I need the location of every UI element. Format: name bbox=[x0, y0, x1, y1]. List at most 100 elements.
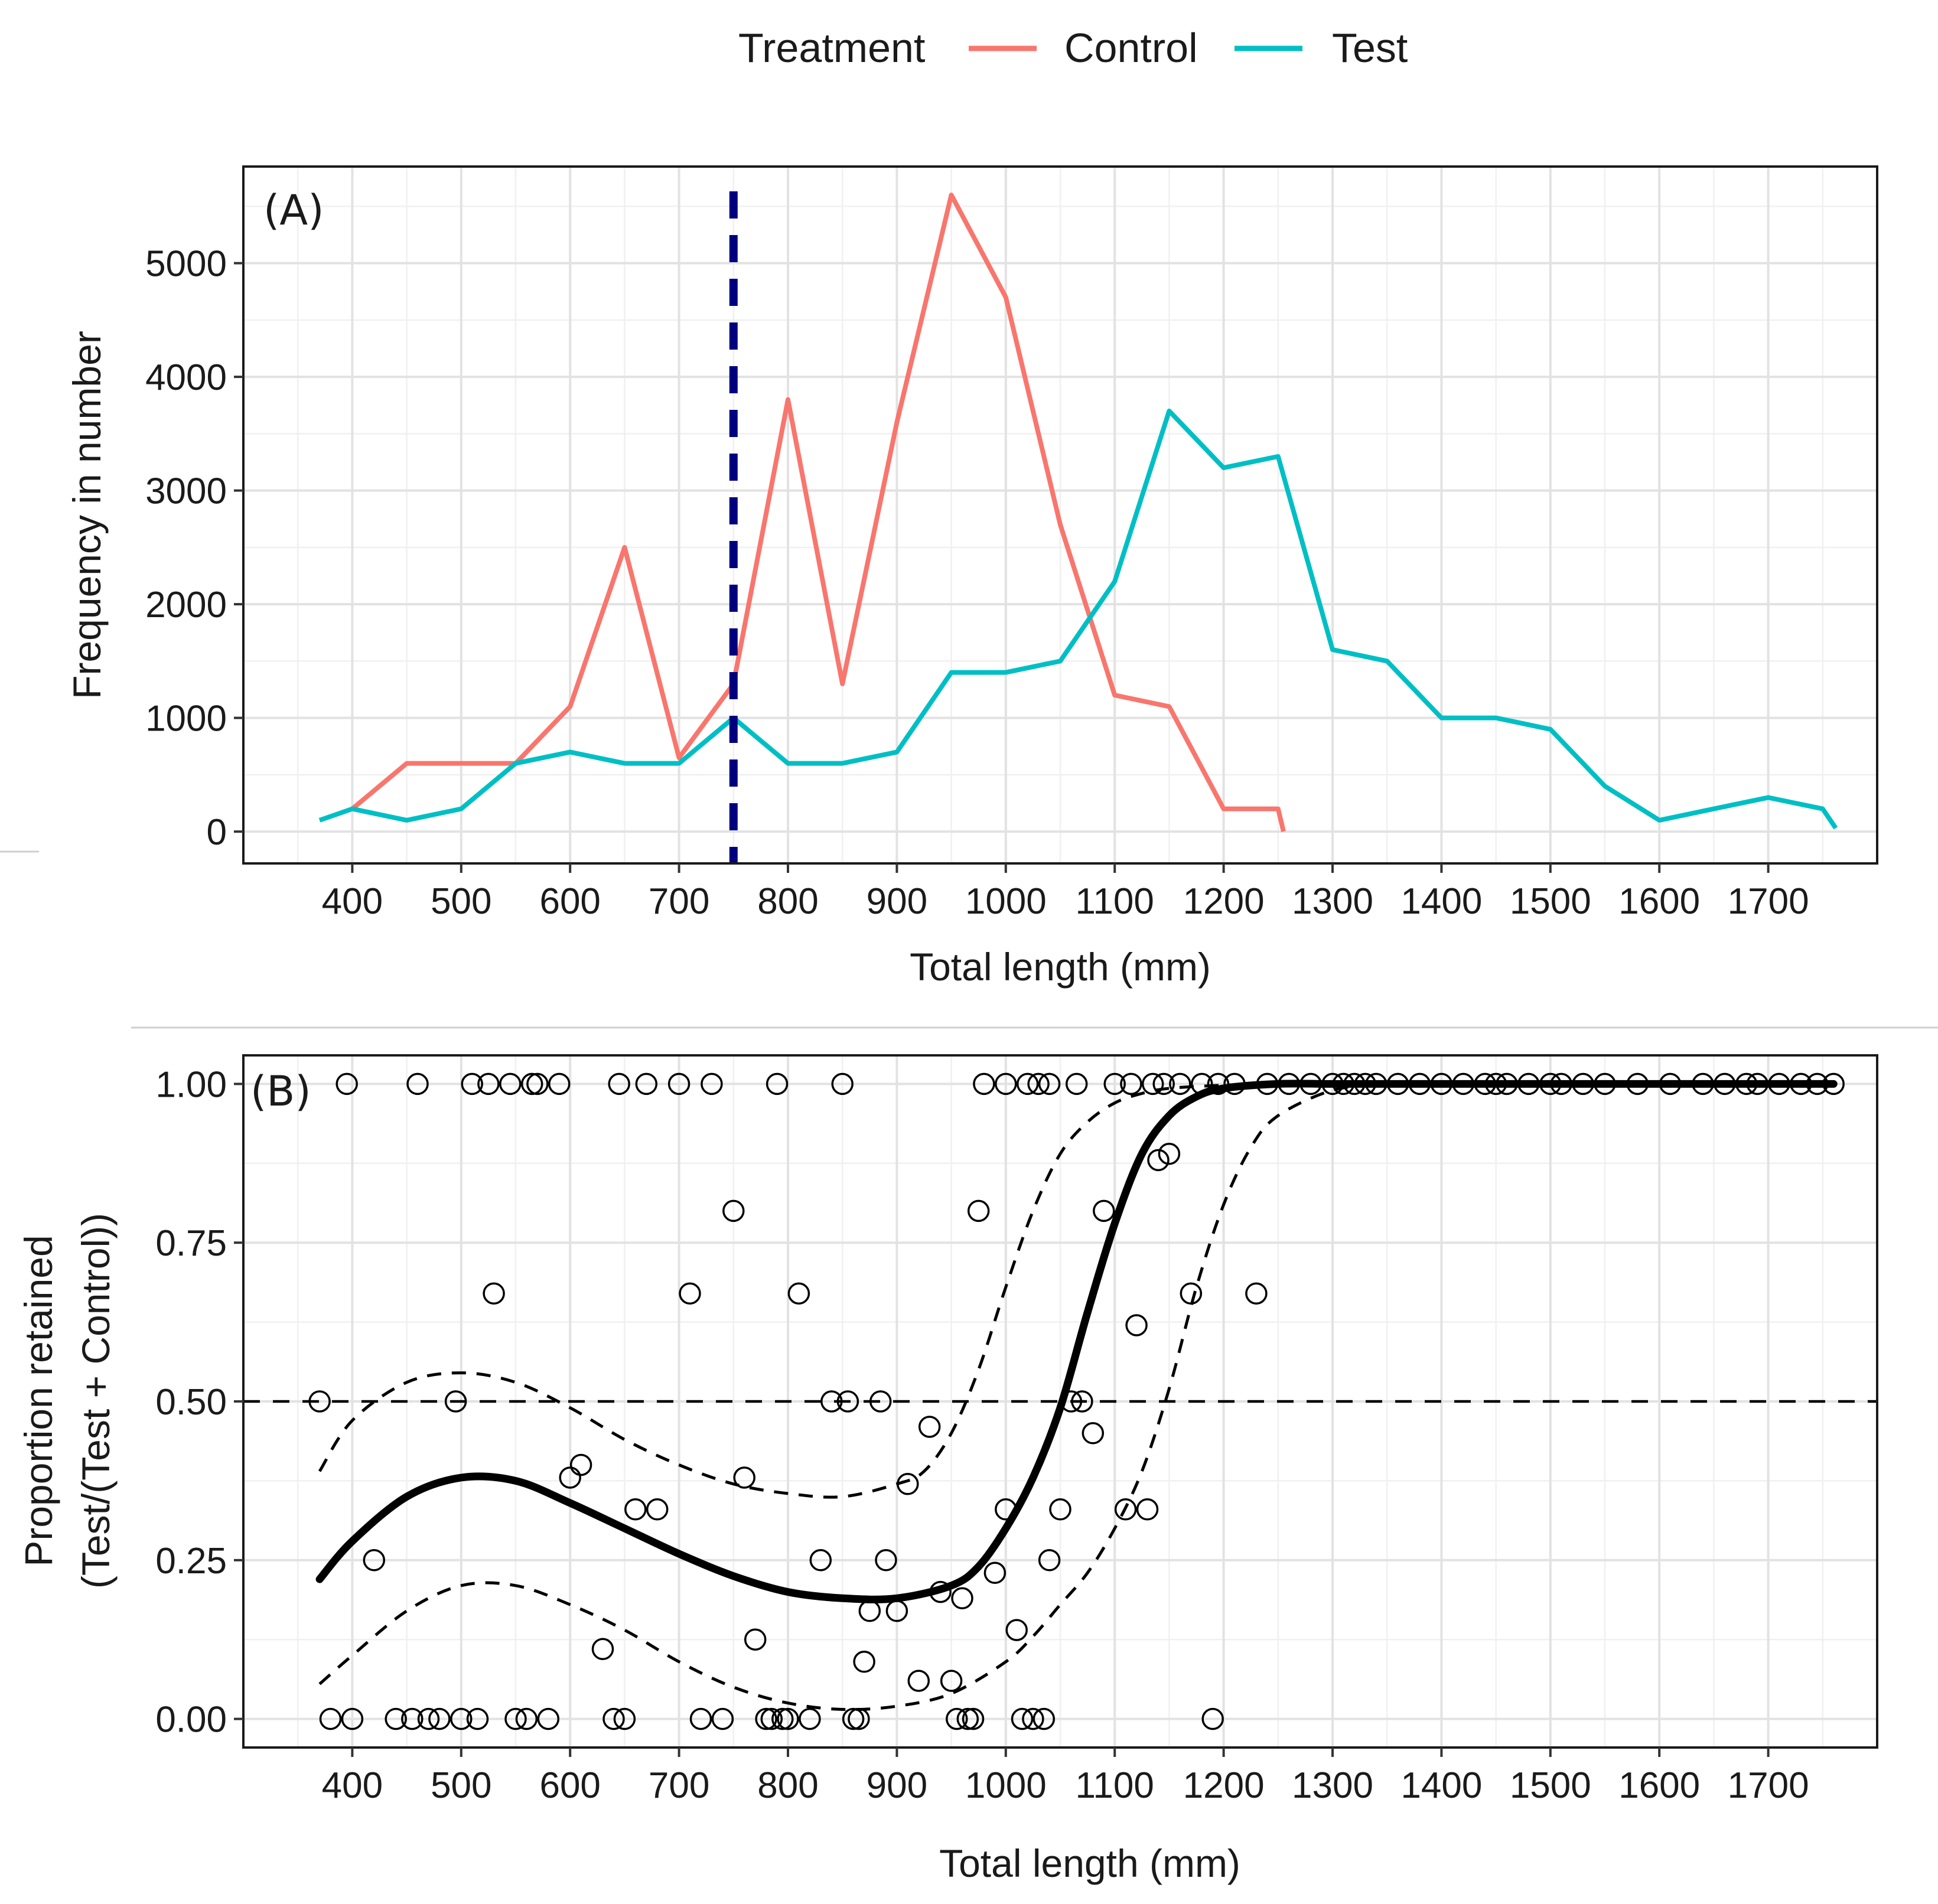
data-point bbox=[1125, 1314, 1148, 1336]
data-point bbox=[1822, 1072, 1845, 1096]
data-point bbox=[1141, 1072, 1164, 1096]
legend: Treatment Control Test bbox=[738, 25, 1408, 71]
data-point bbox=[1158, 1142, 1181, 1165]
data-point bbox=[858, 1600, 881, 1622]
x-tick-label: 600 bbox=[539, 881, 600, 922]
data-point bbox=[1806, 1072, 1829, 1096]
data-point bbox=[1060, 1390, 1083, 1413]
x-tick-label: 1200 bbox=[1183, 1765, 1265, 1806]
data-point bbox=[1386, 1072, 1409, 1096]
y-tick-label: 1000 bbox=[145, 699, 227, 739]
x-tick-label: 1600 bbox=[1618, 881, 1700, 922]
data-point bbox=[755, 1707, 777, 1730]
data-point bbox=[1201, 1707, 1224, 1730]
data-point bbox=[569, 1453, 592, 1476]
legend-test-label: Test bbox=[1332, 25, 1408, 71]
data-point bbox=[1082, 1422, 1105, 1445]
x-tick-label: 1600 bbox=[1618, 1765, 1700, 1806]
data-point bbox=[1550, 1072, 1572, 1096]
data-point bbox=[1517, 1072, 1540, 1096]
y-tick-label: 1.00 bbox=[155, 1064, 227, 1105]
data-point bbox=[1027, 1072, 1050, 1096]
panel-b-y-axis-title-line2: (Test/(Test + Control)) bbox=[74, 1213, 118, 1589]
data-point bbox=[995, 1072, 1017, 1096]
y-tick-label: 3000 bbox=[145, 471, 227, 512]
x-tick-label: 1500 bbox=[1510, 881, 1591, 922]
panel-a-axis-ticks: 400 500 600 700 800 900 1000 1100 1200 1300 1400 15… bbox=[145, 244, 1809, 922]
data-point bbox=[1484, 1072, 1507, 1096]
panel-b-proportion-chart: 400 500 600 700 800 900 1000 1100 1200 1300 1400 15… bbox=[17, 1054, 1878, 1885]
panel-a-label: (A) bbox=[263, 186, 324, 234]
data-point bbox=[777, 1707, 799, 1730]
data-point bbox=[853, 1651, 875, 1673]
data-point bbox=[831, 1072, 854, 1096]
fit-curve bbox=[315, 1080, 1838, 1603]
data-point bbox=[1032, 1707, 1056, 1730]
data-point bbox=[771, 1707, 794, 1730]
data-point bbox=[1332, 1072, 1355, 1096]
data-point bbox=[1038, 1072, 1061, 1096]
data-point bbox=[526, 1072, 549, 1096]
data-point bbox=[341, 1707, 364, 1730]
panel-b-y-axis-title-line1: Proportion retained bbox=[17, 1235, 60, 1566]
data-point bbox=[1299, 1072, 1322, 1096]
data-point bbox=[1011, 1707, 1034, 1730]
y-tick-label: 0.75 bbox=[155, 1223, 227, 1264]
x-tick-label: 400 bbox=[322, 881, 383, 922]
data-point bbox=[1245, 1282, 1268, 1305]
data-point bbox=[995, 1498, 1017, 1521]
data-point bbox=[1790, 1072, 1812, 1096]
data-point bbox=[1005, 1619, 1028, 1641]
data-point bbox=[1539, 1072, 1562, 1096]
data-point bbox=[1147, 1149, 1170, 1172]
data-point bbox=[461, 1072, 483, 1096]
data-point bbox=[1321, 1072, 1344, 1096]
data-point bbox=[836, 1390, 859, 1413]
x-tick-label: 400 bbox=[322, 1765, 383, 1806]
data-point bbox=[1746, 1072, 1768, 1096]
data-point bbox=[1169, 1072, 1191, 1096]
y-tick-label: 0.00 bbox=[155, 1700, 227, 1740]
x-tick-label: 1700 bbox=[1728, 1765, 1809, 1806]
data-point bbox=[907, 1670, 930, 1692]
panel-b-label: (B) bbox=[250, 1067, 311, 1116]
data-point bbox=[885, 1600, 908, 1622]
data-point bbox=[951, 1587, 973, 1610]
panel-a-data-layer bbox=[318, 191, 1838, 863]
data-point bbox=[929, 1580, 952, 1603]
x-tick-label: 1300 bbox=[1292, 881, 1373, 922]
x-tick-label: 1500 bbox=[1510, 1765, 1591, 1806]
data-point bbox=[406, 1072, 429, 1096]
data-point bbox=[799, 1707, 821, 1730]
data-point bbox=[602, 1707, 625, 1730]
panel-a-frequency-chart: 400 500 600 700 800 900 1000 1100 1200 1300 1400 15… bbox=[65, 165, 1878, 989]
data-point bbox=[956, 1707, 979, 1730]
data-point bbox=[983, 1561, 1007, 1585]
data-point bbox=[504, 1707, 527, 1730]
data-point bbox=[744, 1628, 767, 1651]
data-point bbox=[1572, 1072, 1594, 1096]
ci-upper-line bbox=[318, 1082, 1387, 1499]
data-point bbox=[809, 1549, 832, 1572]
legend-control-label: Control bbox=[1064, 25, 1198, 71]
data-point bbox=[483, 1282, 505, 1305]
data-point bbox=[515, 1707, 538, 1730]
data-point bbox=[1152, 1072, 1175, 1096]
x-tick-label: 700 bbox=[649, 881, 709, 922]
x-tick-label: 1100 bbox=[1076, 1765, 1154, 1806]
panel-b-data-layer bbox=[243, 1072, 1877, 1730]
data-point bbox=[1626, 1072, 1649, 1096]
x-tick-label: 1400 bbox=[1400, 881, 1482, 922]
data-point bbox=[842, 1707, 865, 1730]
data-point bbox=[1496, 1072, 1518, 1096]
data-point bbox=[624, 1498, 647, 1521]
panel-b-axis-ticks: 400 500 600 700 800 900 1000 1100 1200 1300 1400 15… bbox=[155, 1064, 1809, 1806]
data-point bbox=[1343, 1072, 1366, 1096]
x-tick-label: 500 bbox=[431, 1765, 491, 1806]
data-point bbox=[537, 1707, 560, 1730]
data-point bbox=[760, 1707, 783, 1730]
data-point bbox=[499, 1072, 522, 1096]
data-point bbox=[635, 1072, 658, 1096]
data-point bbox=[646, 1498, 669, 1521]
